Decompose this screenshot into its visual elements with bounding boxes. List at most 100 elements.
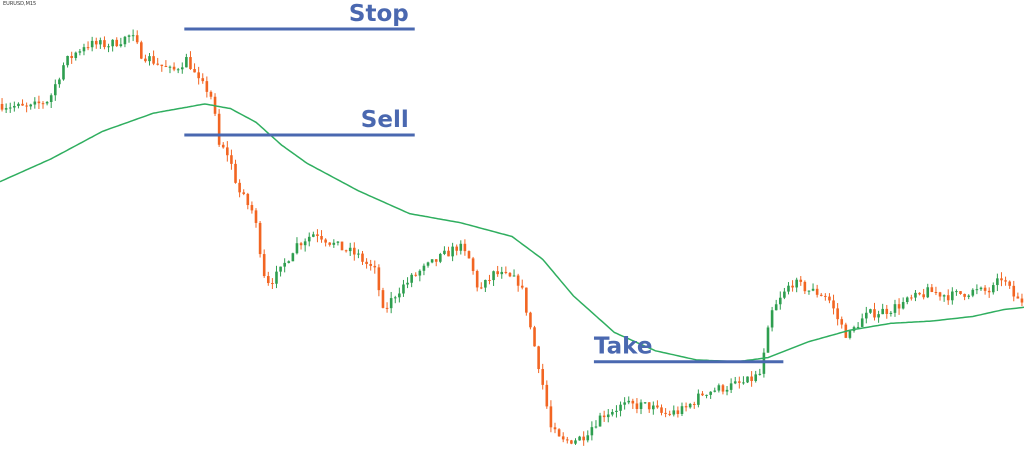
candle-bull xyxy=(709,391,712,395)
candle-bull xyxy=(176,69,180,71)
candle-bear xyxy=(791,285,794,288)
candle-bear xyxy=(238,182,241,193)
candle-bull xyxy=(303,241,307,246)
candle-bear xyxy=(582,436,585,441)
candle-bear xyxy=(488,279,491,281)
candle-bull xyxy=(45,102,49,104)
candle-bear xyxy=(529,312,532,328)
candle-bear xyxy=(324,239,327,243)
candle-bear xyxy=(447,250,450,257)
candle-bull xyxy=(62,65,65,80)
candle-bull xyxy=(443,250,446,254)
candle-bear xyxy=(504,271,508,273)
candle-bull xyxy=(430,259,434,263)
candle-bear xyxy=(987,290,991,293)
candle-bear xyxy=(156,63,159,65)
candle-bull xyxy=(295,243,299,254)
candle-bull xyxy=(778,297,782,305)
take-level-label: Take xyxy=(594,334,653,360)
candle-bear xyxy=(70,55,73,59)
candle-bear xyxy=(271,283,274,285)
candle-bear xyxy=(475,271,479,288)
candle-bear xyxy=(197,72,200,79)
candle-bull xyxy=(512,275,516,277)
candle-bear xyxy=(1020,298,1024,303)
candle-bear xyxy=(41,103,45,105)
candle-bull xyxy=(639,402,643,409)
candle-bull xyxy=(406,282,409,285)
candle-bear xyxy=(496,271,499,275)
candle-bull xyxy=(795,279,798,288)
candle-bear xyxy=(0,103,4,110)
candle-bear xyxy=(885,308,889,314)
candle-bear xyxy=(103,40,106,48)
candle-bull xyxy=(774,304,778,311)
candle-bull xyxy=(398,293,401,298)
candle-bull xyxy=(733,381,737,384)
candle-bull xyxy=(393,297,397,299)
candle-bear xyxy=(635,403,639,409)
candle-bull xyxy=(78,51,82,53)
candle-bear xyxy=(983,287,987,291)
candle-bull xyxy=(869,309,872,313)
candle-bull xyxy=(627,400,631,403)
candle-bull xyxy=(652,405,655,410)
candle-bear xyxy=(353,247,356,255)
candle-bull xyxy=(914,292,917,298)
candle-bear xyxy=(602,415,606,418)
candle-bear xyxy=(299,243,303,246)
candle-bear xyxy=(320,236,323,240)
candle-bull xyxy=(119,44,123,47)
candle-bear xyxy=(234,163,237,183)
candle-bear xyxy=(164,65,168,67)
candle-bear xyxy=(799,279,803,282)
candle-bull xyxy=(770,310,774,328)
candle-bull xyxy=(66,55,69,66)
candle-bear xyxy=(385,307,389,309)
candle-bear xyxy=(160,64,164,66)
candle-bull xyxy=(180,67,184,70)
symbol-label: EURUSD,M15 xyxy=(3,1,36,7)
candle-bear xyxy=(365,261,368,264)
candle-bear xyxy=(553,427,557,430)
sell-level-label: Sell xyxy=(361,107,409,133)
candle-bull xyxy=(877,314,880,318)
candle-bear xyxy=(824,295,827,297)
candle-bull xyxy=(787,285,790,292)
candle-bull xyxy=(13,105,16,108)
candle-bear xyxy=(37,101,41,104)
candle-bear xyxy=(369,263,372,266)
candle-bull xyxy=(107,46,110,48)
candle-bear xyxy=(922,294,925,298)
candle-bear xyxy=(959,291,962,294)
candle-bull xyxy=(783,291,786,298)
candle-bear xyxy=(1012,285,1016,297)
candle-bull xyxy=(615,410,618,412)
candle-bear xyxy=(246,193,250,206)
candle-bear xyxy=(668,413,671,415)
candle-bull xyxy=(123,36,127,45)
candle-bear xyxy=(144,58,147,62)
candle-bear xyxy=(525,287,528,313)
candle-bear xyxy=(897,304,901,309)
candle-bull xyxy=(971,289,975,296)
moving-average-line xyxy=(0,103,1024,363)
candle-bear xyxy=(479,287,483,289)
candle-bear xyxy=(266,276,270,284)
candle-bear xyxy=(684,406,688,408)
candle-bull xyxy=(307,236,311,242)
candle-bear xyxy=(828,296,831,301)
candle-bear xyxy=(565,439,569,441)
candle-bull xyxy=(619,404,622,411)
candle-bull xyxy=(459,243,463,251)
candle-bull xyxy=(111,39,114,47)
candle-bear xyxy=(230,155,233,164)
candle-bull xyxy=(865,312,868,319)
candle-bear xyxy=(631,400,635,404)
candle-bear xyxy=(803,281,807,292)
candle-bull xyxy=(148,56,151,62)
candle-bear xyxy=(201,78,205,82)
candle-bear xyxy=(963,293,966,297)
candle-bull xyxy=(287,261,291,263)
candle-bear xyxy=(656,405,659,408)
